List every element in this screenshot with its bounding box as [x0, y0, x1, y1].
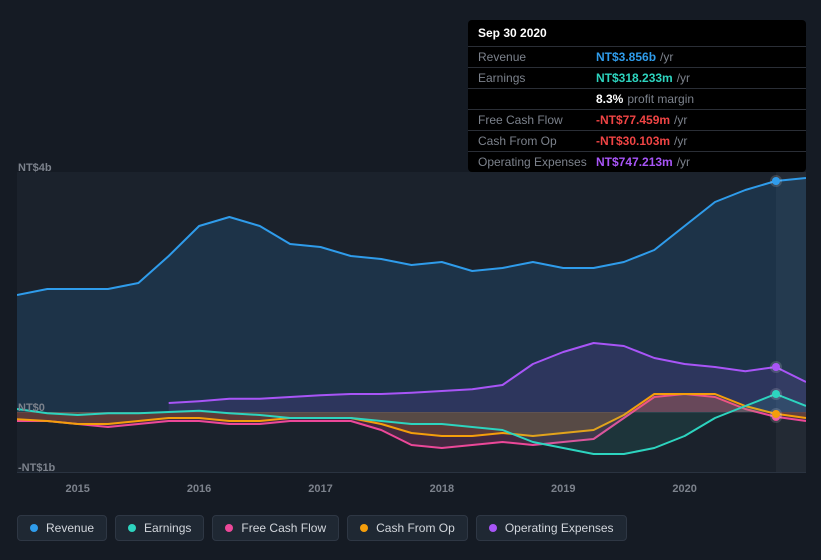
x-axis-tick: 2020: [672, 483, 696, 495]
tooltip-row-suffix: /yr: [674, 134, 687, 148]
tooltip-row: Cash From Op-NT$30.103m/yr: [468, 131, 806, 152]
series-marker-revenue: [772, 177, 780, 185]
series-marker-cash_from_op: [772, 410, 780, 418]
legend-item-label: Cash From Op: [376, 521, 455, 535]
tooltip-row-value: -NT$77.459m: [596, 113, 670, 127]
tooltip-row-suffix: /yr: [674, 113, 687, 127]
legend-item-revenue[interactable]: Revenue: [17, 515, 107, 541]
tooltip-row-label: Earnings: [478, 71, 596, 85]
tooltip-row-suffix: /yr: [677, 71, 690, 85]
legend-dot-icon: [128, 524, 136, 532]
legend-item-label: Free Cash Flow: [241, 521, 326, 535]
tooltip-row: RevenueNT$3.856b/yr: [468, 47, 806, 68]
gridline: [17, 472, 806, 473]
y-axis-tick: -NT$1b: [18, 462, 55, 474]
tooltip-row-suffix: profit margin: [627, 92, 694, 106]
chart-svg: [17, 172, 806, 472]
tooltip-row: EarningsNT$318.233m/yr: [468, 68, 806, 89]
chart-container: NT$4b NT$0 -NT$1b 2015 2016 2017 2018 2019 2020: [0, 150, 821, 500]
tooltip-row-label: Free Cash Flow: [478, 113, 596, 127]
legend-item-label: Earnings: [144, 521, 191, 535]
tooltip-row-value: 8.3%: [596, 92, 623, 106]
plot-area[interactable]: [17, 172, 806, 472]
legend-item-operating_expenses[interactable]: Operating Expenses: [476, 515, 627, 541]
legend-item-earnings[interactable]: Earnings: [115, 515, 204, 541]
y-axis-tick: NT$0: [18, 402, 45, 414]
tooltip-row-label: Cash From Op: [478, 134, 596, 148]
legend-item-free_cash_flow[interactable]: Free Cash Flow: [212, 515, 339, 541]
x-axis-tick: 2015: [65, 483, 89, 495]
tooltip-row-label: Revenue: [478, 50, 596, 64]
series-marker-earnings: [772, 390, 780, 398]
tooltip-row-value: NT$318.233m: [596, 71, 673, 85]
legend-dot-icon: [489, 524, 497, 532]
x-axis-tick: 2016: [187, 483, 211, 495]
legend-item-label: Operating Expenses: [505, 521, 614, 535]
y-axis-tick: NT$4b: [18, 162, 52, 174]
tooltip-row-suffix: /yr: [660, 50, 673, 64]
series-marker-operating_expenses: [772, 363, 780, 371]
legend-item-cash_from_op[interactable]: Cash From Op: [347, 515, 468, 541]
x-axis-tick: 2019: [551, 483, 575, 495]
legend-dot-icon: [225, 524, 233, 532]
tooltip-row-value: NT$3.856b: [596, 50, 656, 64]
legend: Revenue Earnings Free Cash Flow Cash From O…: [17, 515, 627, 541]
tooltip-row: Free Cash Flow-NT$77.459m/yr: [468, 110, 806, 131]
x-axis-tick: 2018: [430, 483, 454, 495]
legend-item-label: Revenue: [46, 521, 94, 535]
tooltip-row-value: -NT$30.103m: [596, 134, 670, 148]
legend-dot-icon: [30, 524, 38, 532]
x-axis-tick: 2017: [308, 483, 332, 495]
tooltip-row: 8.3% profit margin: [468, 89, 806, 110]
tooltip-date: Sep 30 2020: [468, 20, 806, 47]
legend-dot-icon: [360, 524, 368, 532]
